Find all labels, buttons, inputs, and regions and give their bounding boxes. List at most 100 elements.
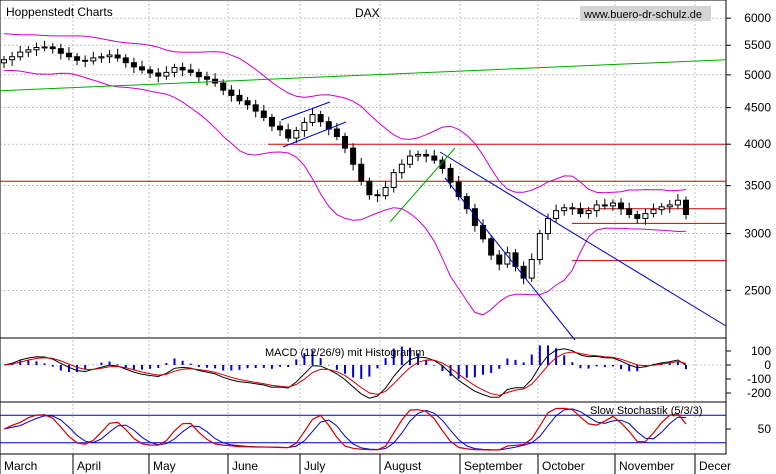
candle-body <box>41 46 48 49</box>
candle-body <box>455 181 462 198</box>
candle-body <box>82 59 89 62</box>
chart-title: DAX <box>355 6 380 20</box>
stochastic-layer <box>0 407 726 451</box>
candle-body <box>585 210 592 215</box>
candles-layer <box>1 40 689 285</box>
candle-body <box>228 89 235 96</box>
candle-body <box>317 114 324 123</box>
candle-body <box>9 56 16 61</box>
candle-body <box>25 49 32 53</box>
price-tick-label: 3500 <box>744 179 771 193</box>
candle-body <box>561 207 568 212</box>
candle-body <box>488 238 495 256</box>
candle-body <box>374 194 381 197</box>
month-label: September <box>464 459 523 473</box>
candle-body <box>642 213 649 219</box>
candle-body <box>618 202 625 210</box>
month-label: June <box>232 459 258 473</box>
candle-body <box>439 159 446 169</box>
candle-body <box>674 199 681 206</box>
candle-body <box>333 128 340 138</box>
candle-body <box>114 54 121 59</box>
month-label: March <box>4 459 37 473</box>
long-term-trendline <box>0 59 727 92</box>
candle-body <box>74 56 81 61</box>
candle-body <box>544 217 551 235</box>
candle-body <box>415 153 422 157</box>
candle-body <box>447 167 454 183</box>
candle-body <box>98 56 105 59</box>
axis-labels-layer: March April May June July August September Octo… <box>0 11 771 474</box>
macd-tick-label: -100 <box>747 372 771 386</box>
candle-body <box>423 153 430 157</box>
candle-body <box>130 62 137 68</box>
stoch-d-line <box>3 408 687 451</box>
candle-body <box>65 52 72 58</box>
price-tick-label: 5000 <box>744 68 771 82</box>
candle-body <box>268 116 275 127</box>
candle-body <box>471 208 478 226</box>
candle-body <box>309 114 316 123</box>
candle-body <box>179 66 186 71</box>
price-tick-label: 6000 <box>744 11 771 25</box>
candle-body <box>358 163 365 182</box>
candle-body <box>390 172 397 188</box>
candle-body <box>496 254 503 265</box>
candle-body <box>626 208 633 216</box>
candle-body <box>163 71 170 77</box>
candle-body <box>277 125 284 131</box>
macd-tick-label: 0 <box>764 358 771 372</box>
source-label: Hoppenstedt Charts <box>6 5 113 19</box>
month-label: July <box>304 459 325 473</box>
candle-body <box>33 47 40 51</box>
month-label: May <box>153 459 176 473</box>
macd-tick-label: 100 <box>751 344 771 358</box>
stoch-panel-frame <box>0 401 727 455</box>
price-tick-label: 2500 <box>744 283 771 297</box>
candle-body <box>293 130 300 139</box>
candle-body <box>260 110 267 118</box>
candle-body <box>49 46 56 50</box>
candle-body <box>301 121 308 132</box>
candle-body <box>553 210 560 219</box>
candle-body <box>382 186 389 197</box>
candle-body <box>220 82 227 91</box>
candle-body <box>122 57 129 64</box>
bollinger-lower <box>3 69 687 316</box>
macd-layer <box>3 345 687 399</box>
candle-body <box>431 155 438 161</box>
candle-body <box>528 259 535 279</box>
candle-body <box>203 76 210 80</box>
macd-tick-label: -200 <box>747 386 771 400</box>
price-tick-label: 5500 <box>744 38 771 52</box>
trendlines-layer <box>0 59 727 341</box>
candle-body <box>601 204 608 207</box>
candle-body <box>666 204 673 208</box>
stochastic-title: Slow Stochastik (5/3/3) <box>590 405 703 417</box>
candle-body <box>285 129 292 139</box>
candle-body <box>569 207 576 210</box>
candle-body <box>366 180 373 196</box>
stoch-tick-label: 50 <box>758 422 772 436</box>
price-tick-label: 4000 <box>744 137 771 151</box>
candle-body <box>236 94 243 102</box>
month-label: Decer <box>699 459 731 473</box>
channel-line-lower <box>282 121 347 148</box>
bollinger-upper <box>3 33 687 194</box>
candle-body <box>147 69 154 74</box>
month-label: October <box>542 459 585 473</box>
candle-body <box>90 57 97 62</box>
candle-body <box>609 202 616 207</box>
downtrend-line-upper <box>439 151 727 327</box>
candle-body <box>350 147 357 165</box>
candle-body <box>650 209 657 215</box>
bollinger-layer <box>3 33 687 316</box>
price-tick-label: 4500 <box>744 101 771 115</box>
candle-body <box>17 51 24 58</box>
candle-body <box>658 206 665 211</box>
month-label: August <box>384 459 422 473</box>
candle-body <box>139 66 146 71</box>
candle-body <box>536 233 543 261</box>
